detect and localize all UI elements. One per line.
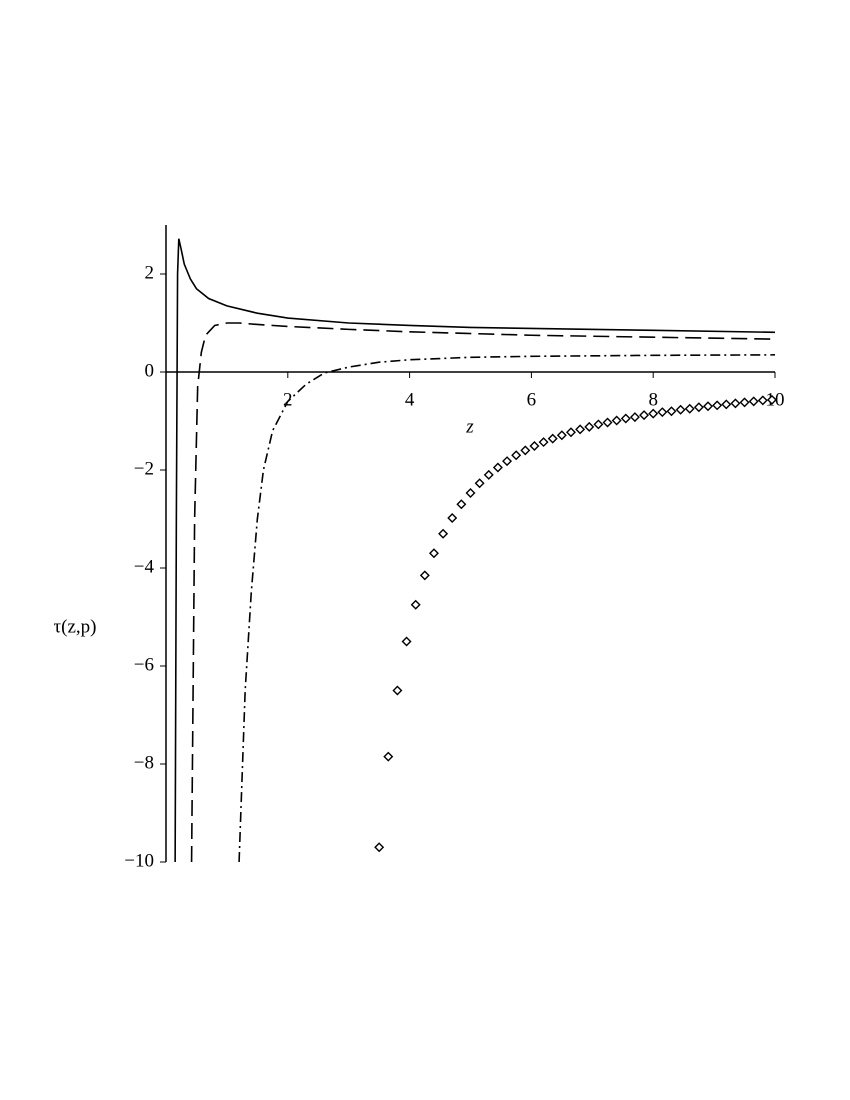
marker: [465, 488, 476, 499]
marker: [520, 445, 531, 456]
marker: [492, 462, 503, 473]
marker: [766, 394, 777, 405]
marker: [639, 410, 650, 421]
marker: [474, 478, 485, 489]
marker: [611, 415, 622, 426]
x-tick-label: 8: [648, 389, 658, 410]
marker: [620, 413, 631, 424]
marker: [757, 395, 768, 406]
marker: [401, 636, 412, 647]
y-tick-label: −8: [134, 752, 154, 773]
marker: [629, 412, 640, 423]
x-tick-label: 6: [527, 389, 537, 410]
x-tick-label: 2: [283, 389, 293, 410]
marker: [419, 570, 430, 581]
marker: [511, 450, 522, 461]
marker: [538, 437, 549, 448]
marker: [575, 424, 586, 435]
marker: [392, 685, 403, 696]
y-tick-label: −10: [124, 850, 154, 871]
marker: [675, 404, 686, 415]
marker: [748, 396, 759, 407]
marker: [438, 528, 449, 539]
marker: [593, 419, 604, 430]
marker: [602, 417, 613, 428]
marker: [657, 407, 668, 418]
marker: [703, 401, 713, 412]
marker: [565, 427, 576, 438]
marker: [666, 406, 677, 417]
curve: [190, 322, 776, 863]
curve: [174, 238, 776, 863]
marker: [648, 408, 659, 419]
marker: [547, 433, 558, 444]
y-tick-label: −2: [134, 458, 154, 479]
marker: [730, 398, 741, 409]
marker: [684, 403, 695, 414]
marker: [447, 513, 458, 524]
marker: [374, 842, 385, 853]
marker: [456, 499, 467, 510]
y-tick-label: 0: [145, 360, 155, 381]
marker: [739, 397, 750, 408]
marker: [693, 402, 704, 413]
marker: [483, 469, 494, 480]
marker: [721, 399, 732, 410]
marker: [383, 751, 394, 762]
curve: [238, 354, 776, 863]
y-tick-label: −6: [134, 654, 154, 675]
y-tick-label: −4: [134, 556, 155, 577]
marker: [712, 400, 723, 411]
x-tick-label: 4: [405, 389, 415, 410]
marker: [410, 599, 421, 610]
x-axis-label: z: [465, 416, 474, 437]
marker: [428, 548, 439, 559]
y-tick-label: 2: [145, 262, 155, 283]
marker: [529, 441, 540, 451]
marker: [584, 421, 595, 432]
marker: [556, 430, 567, 441]
y-axis-label: τ(z,p): [54, 616, 97, 637]
marker: [502, 456, 513, 467]
